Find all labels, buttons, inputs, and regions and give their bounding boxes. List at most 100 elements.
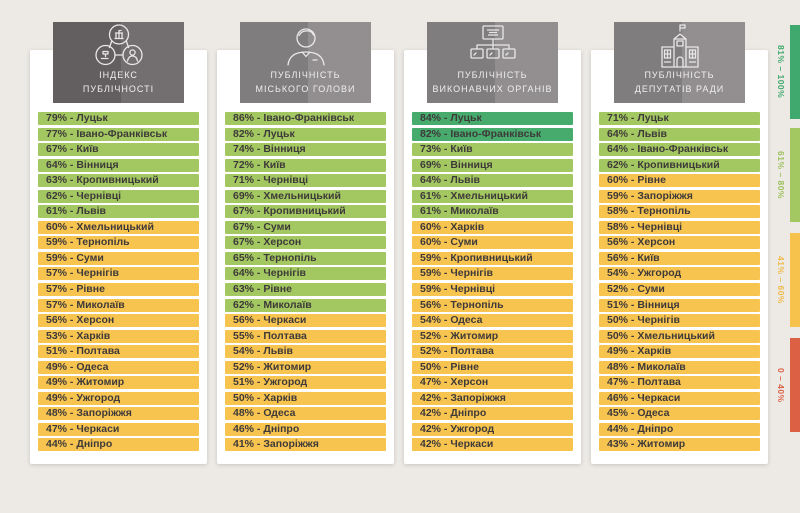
ranking-row: 72% - Київ — [225, 158, 386, 172]
ranking-row: 57% - Рівне — [38, 283, 199, 297]
ranking-row: 49% - Одеса — [38, 360, 199, 374]
column-title: ПУБЛІЧНІСТЬ ДЕПУТАТІВ РАДИ — [635, 69, 725, 96]
ranking-row: 49% - Ужгород — [38, 391, 199, 405]
ranking-row: 64% - Вінниця — [38, 158, 199, 172]
ranking-row: 59% - Чернігів — [412, 267, 573, 281]
ranking-row: 65% - Тернопіль — [225, 251, 386, 265]
column-title-line1: ПУБЛІЧНІСТЬ — [644, 70, 715, 80]
ranking-row: 51% - Полтава — [38, 345, 199, 359]
legend-band-81-100 — [790, 25, 800, 119]
ranking-row: 56% - Херсон — [599, 236, 760, 250]
publicity-index-icon — [53, 22, 184, 69]
ranking-row: 62% - Миколаїв — [225, 298, 386, 312]
header-publicity-index: ІНДЕКС ПУБЛІЧНОСТІ — [53, 22, 184, 103]
ranking-row: 60% - Суми — [412, 236, 573, 250]
ranking-row: 82% - Луцьк — [225, 127, 386, 141]
ranking-row: 60% - Харків — [412, 220, 573, 234]
ranking-row: 82% - Івано-Франківськ — [412, 127, 573, 141]
column-title: ПУБЛІЧНІСТЬ МІСЬКОГО ГОЛОВИ — [255, 69, 355, 96]
ranking-row: 69% - Вінниця — [412, 158, 573, 172]
ranking-row: 67% - Суми — [225, 220, 386, 234]
column-title-line2: ВИКОНАВЧИХ ОРГАНІВ — [432, 83, 553, 94]
ranking-row: 64% - Львів — [412, 174, 573, 188]
ranking-row: 55% - Полтава — [225, 329, 386, 343]
ranking-row: 86% - Івано-Франківськ — [225, 112, 386, 125]
ranking-row: 57% - Чернігів — [38, 267, 199, 281]
ranking-row: 48% - Запоріжжя — [38, 407, 199, 421]
ranking-list: 71% - Луцьк 64% - Львів 64% - Івано-Франкі… — [599, 112, 760, 454]
ranking-row: 42% - Ужгород — [412, 422, 573, 436]
column-title-line1: ПУБЛІЧНІСТЬ — [457, 70, 528, 80]
ranking-row: 67% - Київ — [38, 143, 199, 157]
ranking-row: 50% - Харків — [225, 391, 386, 405]
executive-bodies-icon — [427, 22, 558, 69]
ranking-row: 58% - Чернівці — [599, 220, 760, 234]
ranking-row: 71% - Чернівці — [225, 174, 386, 188]
ranking-row: 54% - Ужгород — [599, 267, 760, 281]
ranking-row: 44% - Дніпро — [38, 438, 199, 452]
ranking-row: 60% - Рівне — [599, 174, 760, 188]
ranking-row: 50% - Рівне — [412, 360, 573, 374]
column-title-line1: ПУБЛІЧНІСТЬ — [270, 70, 341, 80]
ranking-row: 45% - Одеса — [599, 407, 760, 421]
ranking-row: 53% - Харків — [38, 329, 199, 343]
ranking-row: 54% - Одеса — [412, 314, 573, 328]
ranking-row: 79% - Луцьк — [38, 112, 199, 125]
ranking-row: 71% - Луцьк — [599, 112, 760, 125]
ranking-row: 50% - Хмельницький — [599, 329, 760, 343]
ranking-row: 54% - Львів — [225, 345, 386, 359]
legend-label-61-80: 61% – 80% — [776, 151, 786, 199]
ranking-row: 57% - Миколаїв — [38, 298, 199, 312]
ranking-row: 47% - Херсон — [412, 376, 573, 390]
legend-label-41-60: 41% – 60% — [776, 256, 786, 304]
ranking-row: 52% - Житомир — [412, 329, 573, 343]
ranking-row: 59% - Тернопіль — [38, 236, 199, 250]
ranking-row: 51% - Вінниця — [599, 298, 760, 312]
ranking-row: 50% - Чернігів — [599, 314, 760, 328]
ranking-row: 69% - Хмельницький — [225, 189, 386, 203]
ranking-row: 42% - Дніпро — [412, 407, 573, 421]
ranking-list: 86% - Івано-Франківськ 82% - Луцьк 74% - В… — [225, 112, 386, 454]
ranking-row: 59% - Запоріжжя — [599, 189, 760, 203]
ranking-row: 52% - Полтава — [412, 345, 573, 359]
column-title-line2: МІСЬКОГО ГОЛОВИ — [255, 83, 356, 94]
ranking-row: 61% - Миколаїв — [412, 205, 573, 219]
ranking-row: 56% - Херсон — [38, 314, 199, 328]
ranking-row: 61% - Хмельницький — [412, 189, 573, 203]
ranking-row: 42% - Запоріжжя — [412, 391, 573, 405]
ranking-row: 51% - Ужгород — [225, 376, 386, 390]
column-title: ІНДЕКС ПУБЛІЧНОСТІ — [83, 69, 154, 96]
ranking-row: 84% - Луцьк — [412, 112, 573, 125]
legend-label-81-100: 81% – 100% — [776, 45, 786, 99]
ranking-row: 52% - Суми — [599, 283, 760, 297]
ranking-row: 46% - Дніпро — [225, 422, 386, 436]
council-building-icon — [614, 22, 745, 69]
ranking-row: 56% - Тернопіль — [412, 298, 573, 312]
ranking-row: 59% - Чернівці — [412, 283, 573, 297]
ranking-row: 49% - Житомир — [38, 376, 199, 390]
card-executive-bodies-publicity: ПУБЛІЧНІСТЬ ВИКОНАВЧИХ ОРГАНІВ 84% - Луц… — [404, 22, 581, 464]
mayor-icon — [240, 22, 371, 69]
card-council-deputies-publicity: ПУБЛІЧНІСТЬ ДЕПУТАТІВ РАДИ 71% - Луцьк 64… — [591, 22, 768, 464]
legend-label-0-40: 0 – 40% — [776, 367, 786, 403]
ranking-row: 67% - Кропивницький — [225, 205, 386, 219]
ranking-row: 59% - Суми — [38, 251, 199, 265]
ranking-row: 42% - Черкаси — [412, 438, 573, 452]
ranking-row: 56% - Київ — [599, 251, 760, 265]
ranking-row: 41% - Запоріжжя — [225, 438, 386, 452]
ranking-row: 77% - Івано-Франківськ — [38, 127, 199, 141]
ranking-row: 52% - Житомир — [225, 360, 386, 374]
ranking-row: 62% - Чернівці — [38, 189, 199, 203]
column-title-line1: ІНДЕКС — [99, 70, 138, 80]
ranking-row: 64% - Чернігів — [225, 267, 386, 281]
legend-band-61-80 — [790, 128, 800, 222]
ranking-row: 48% - Одеса — [225, 407, 386, 421]
ranking-row: 43% - Житомир — [599, 438, 760, 452]
header-mayor-publicity: ПУБЛІЧНІСТЬ МІСЬКОГО ГОЛОВИ — [240, 22, 371, 103]
ranking-row: 48% - Миколаїв — [599, 360, 760, 374]
column-title-line2: ПУБЛІЧНОСТІ — [82, 83, 155, 94]
ranking-list: 79% - Луцьк 77% - Івано-Франківськ 67% - К… — [38, 112, 199, 454]
ranking-list: 84% - Луцьк 82% - Івано-Франківськ 73% - К… — [412, 112, 573, 454]
ranking-row: 63% - Кропивницький — [38, 174, 199, 188]
